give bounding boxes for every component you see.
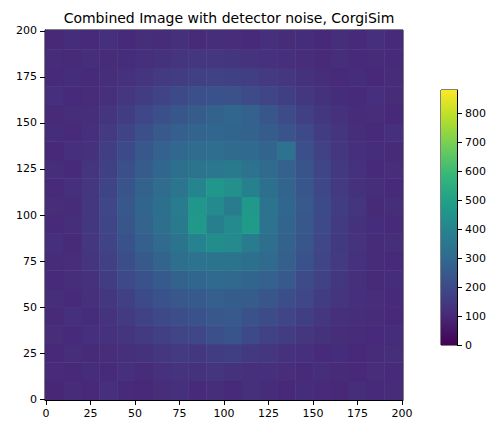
svg-text:150: 150 bbox=[16, 116, 37, 129]
svg-text:0: 0 bbox=[30, 393, 37, 406]
svg-text:200: 200 bbox=[465, 281, 486, 294]
svg-text:400: 400 bbox=[465, 223, 486, 236]
svg-text:125: 125 bbox=[16, 162, 37, 175]
svg-text:75: 75 bbox=[172, 407, 186, 420]
svg-text:50: 50 bbox=[128, 407, 142, 420]
svg-text:25: 25 bbox=[83, 407, 97, 420]
svg-text:0: 0 bbox=[42, 407, 49, 420]
svg-text:100: 100 bbox=[16, 209, 37, 222]
svg-text:100: 100 bbox=[214, 407, 235, 420]
svg-text:200: 200 bbox=[392, 407, 413, 420]
svg-text:Combined Image with detector n: Combined Image with detector noise, Corg… bbox=[64, 10, 395, 26]
svg-text:700: 700 bbox=[465, 136, 486, 149]
svg-text:25: 25 bbox=[23, 347, 37, 360]
svg-text:150: 150 bbox=[303, 407, 324, 420]
svg-text:175: 175 bbox=[347, 407, 368, 420]
svg-text:75: 75 bbox=[23, 255, 37, 268]
svg-text:125: 125 bbox=[258, 407, 279, 420]
svg-text:175: 175 bbox=[16, 70, 37, 83]
svg-text:100: 100 bbox=[465, 310, 486, 323]
svg-text:300: 300 bbox=[465, 252, 486, 265]
svg-text:500: 500 bbox=[465, 194, 486, 207]
svg-text:0: 0 bbox=[465, 339, 472, 352]
svg-text:50: 50 bbox=[23, 301, 37, 314]
svg-text:200: 200 bbox=[16, 24, 37, 37]
svg-text:600: 600 bbox=[465, 165, 486, 178]
svg-text:800: 800 bbox=[465, 107, 486, 120]
